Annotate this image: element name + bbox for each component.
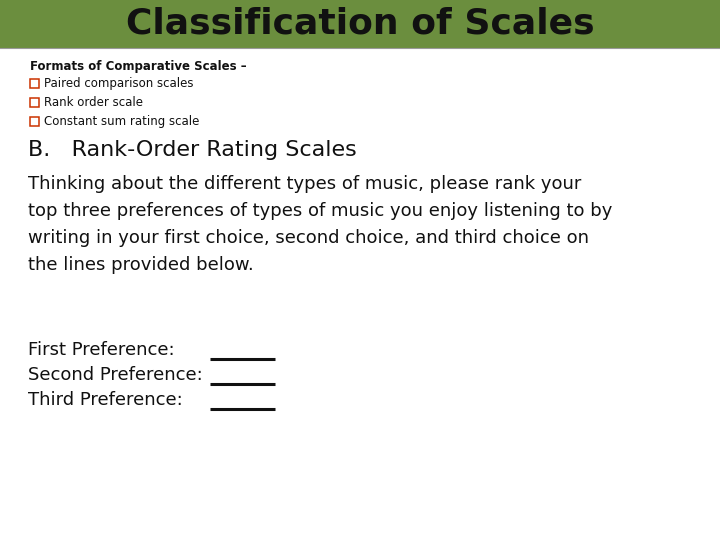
Text: Rank order scale: Rank order scale	[44, 96, 143, 109]
Text: Paired comparison scales: Paired comparison scales	[44, 77, 194, 90]
Text: Third Preference:: Third Preference:	[28, 391, 183, 409]
Text: Constant sum rating scale: Constant sum rating scale	[44, 115, 199, 128]
Text: Formats of Comparative Scales –: Formats of Comparative Scales –	[30, 60, 247, 73]
Text: Thinking about the different types of music, please rank your: Thinking about the different types of mu…	[28, 175, 581, 193]
Text: First Preference:: First Preference:	[28, 341, 175, 359]
Text: the lines provided below.: the lines provided below.	[28, 256, 253, 274]
Text: Classification of Scales: Classification of Scales	[126, 7, 594, 41]
Bar	[30, 117, 39, 126]
Text: Second Preference:: Second Preference:	[28, 366, 203, 384]
Text: top three preferences of types of music you enjoy listening to by: top three preferences of types of music …	[28, 202, 613, 220]
Bar	[30, 79, 39, 88]
Bar	[30, 98, 39, 107]
Text: writing in your first choice, second choice, and third choice on: writing in your first choice, second cho…	[28, 229, 589, 247]
Bar	[0, 0, 720, 48]
Text: B.   Rank-Order Rating Scales: B. Rank-Order Rating Scales	[28, 140, 356, 160]
